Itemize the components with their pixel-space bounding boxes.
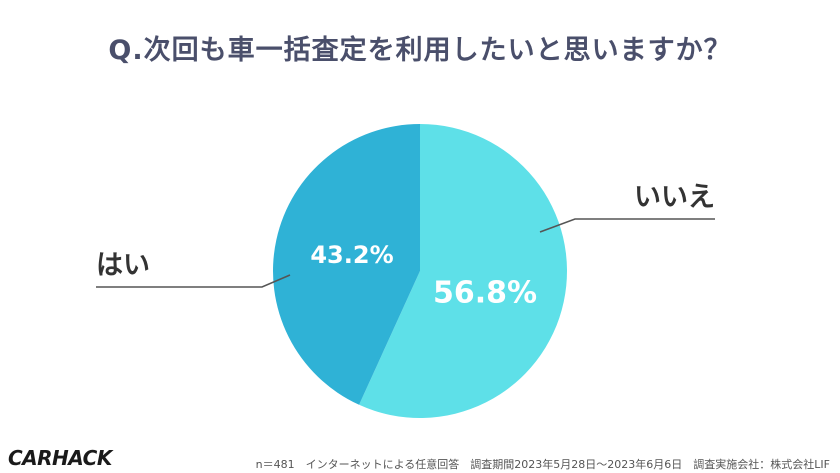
carhack-logo: CARHACK bbox=[8, 446, 112, 470]
chart-title: Q.次回も車一括査定を利用したいと思いますか？ bbox=[108, 35, 732, 66]
percent-label-yes: 43.2% bbox=[310, 241, 393, 269]
survey-footnote: n＝481 インターネットによる任意回答 調査期間2023年5月28日〜2023… bbox=[255, 458, 830, 471]
leader-line-no bbox=[539, 218, 715, 233]
pie-slice-no bbox=[359, 124, 567, 418]
pie-slice-yes bbox=[272, 123, 420, 405]
category-label-no: いいえ bbox=[634, 182, 715, 213]
category-label-yes: はい bbox=[96, 250, 150, 281]
percent-label-no: 56.8% bbox=[433, 276, 537, 311]
leader-line-yes bbox=[96, 274, 291, 288]
